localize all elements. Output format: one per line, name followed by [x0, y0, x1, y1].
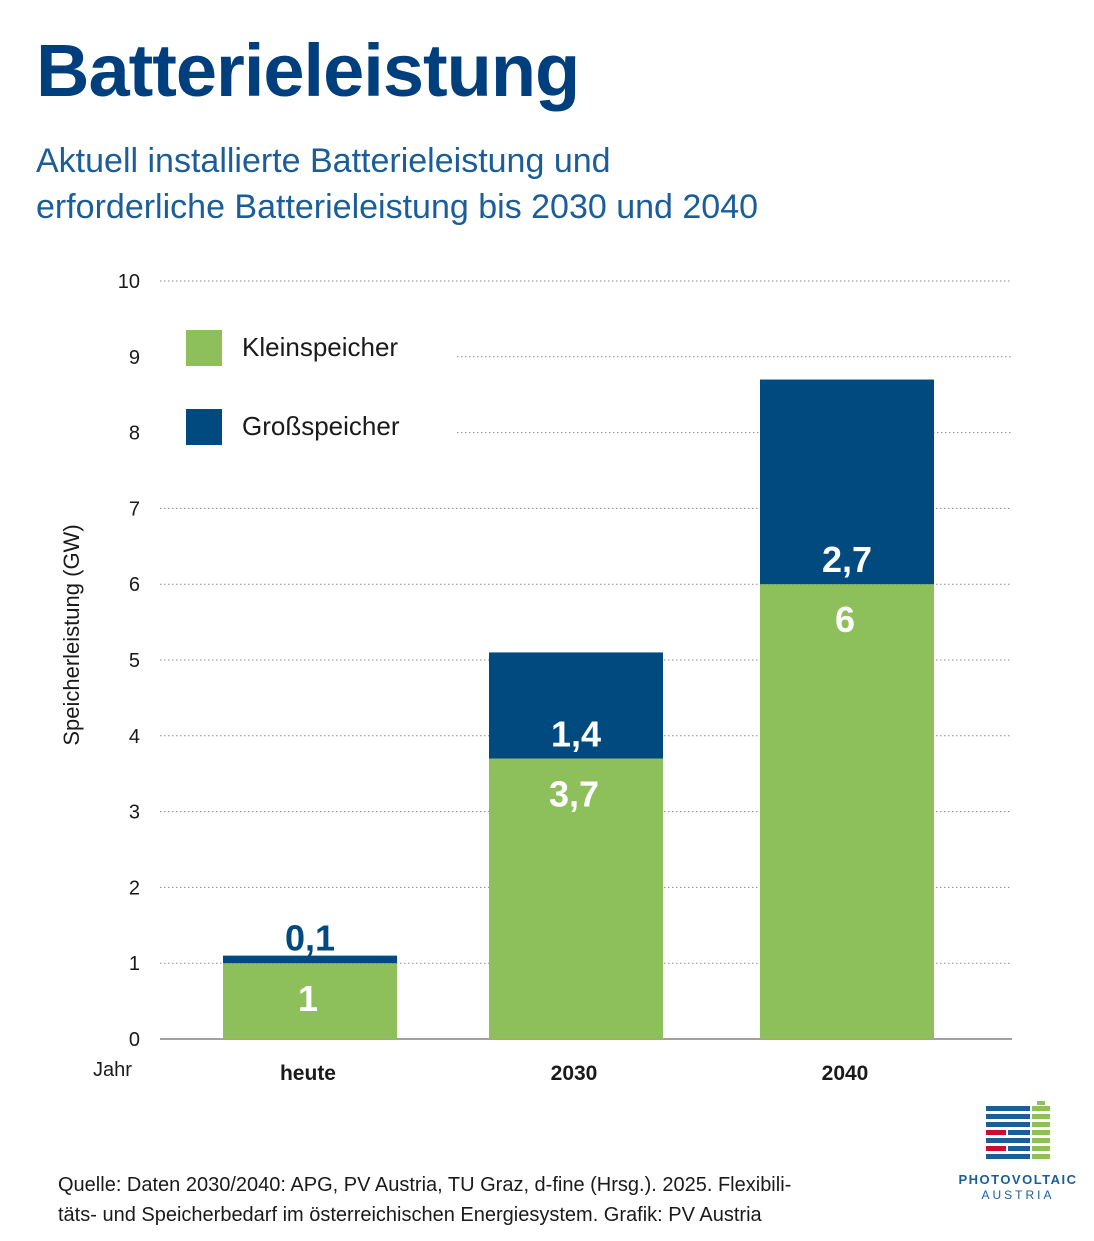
bar-kleinspeicher-2030 — [489, 758, 663, 1039]
bar-großspeicher-heute — [223, 955, 397, 964]
y-tick-label-10: 10 — [118, 271, 140, 293]
y-tick-label-5: 5 — [129, 650, 140, 672]
legend: Kleinspeicher Großspeicher — [186, 330, 400, 445]
data-label-großspeicher-2030: 1,4 — [551, 714, 601, 755]
y-tick-label-9: 9 — [129, 347, 140, 369]
bar-großspeicher-2040 — [760, 379, 934, 585]
data-label-kleinspeicher-2040: 6 — [835, 599, 855, 640]
bar-kleinspeicher-heute — [223, 963, 397, 1039]
x-tick-label-heute: heute — [280, 1062, 336, 1085]
legend-label-kleinspeicher: Kleinspeicher — [242, 332, 398, 362]
data-label-großspeicher-heute: 0,1 — [285, 918, 335, 959]
subtitle-line-1: Aktuell installierte Batterieleistung un… — [36, 142, 611, 180]
data-label-großspeicher-2040: 2,7 — [822, 539, 872, 580]
battery-logo-icon — [986, 1101, 1050, 1159]
x-axis-ticks: heute 2030 2040 — [280, 1062, 868, 1085]
legend-swatch-kleinspeicher — [186, 330, 222, 366]
source-line-1: Quelle: Daten 2030/2040: APG, PV Austria… — [58, 1174, 792, 1196]
source-line-2: täts- und Speicherbedarf im österreichis… — [58, 1204, 762, 1226]
page-title: Batterieleistung — [36, 29, 580, 112]
y-tick-label-1: 1 — [129, 953, 140, 975]
y-tick-label-3: 3 — [129, 802, 140, 824]
y-axis-ticks: 0 1 2 3 4 5 6 7 8 9 10 — [118, 271, 140, 1051]
logo-text-austria: AUSTRIA — [981, 1188, 1055, 1202]
battery-power-chart: 0 1 2 3 4 5 6 7 8 9 10 1 0,1 3,7 1,4 6 2,7 heute 2030 204… — [59, 271, 1012, 1085]
data-label-kleinspeicher-2030: 3,7 — [549, 774, 599, 815]
y-tick-label-7: 7 — [129, 498, 140, 520]
data-label-kleinspeicher-heute: 1 — [298, 978, 318, 1019]
subtitle-line-2: erforderliche Batterieleistung bis 2030 … — [36, 188, 759, 226]
photovoltaic-austria-logo: PHOTOVOLTAIC AUSTRIA — [958, 1100, 1078, 1210]
data-labels: 1 0,1 3,7 1,4 6 2,7 — [285, 539, 872, 1019]
logo-text-photovoltaic: PHOTOVOLTAIC — [958, 1172, 1078, 1187]
bars — [223, 379, 934, 1039]
x-tick-label-2040: 2040 — [822, 1062, 869, 1085]
bar-großspeicher-2030 — [489, 652, 663, 759]
bar-kleinspeicher-2040 — [760, 584, 934, 1039]
y-tick-label-0: 0 — [129, 1029, 140, 1051]
legend-swatch-großspeicher — [186, 409, 222, 445]
source-note: Quelle: Daten 2030/2040: APG, PV Austria… — [58, 1170, 938, 1230]
y-tick-label-2: 2 — [129, 877, 140, 899]
x-axis-label: Jahr — [93, 1059, 132, 1081]
y-axis-label: Speicherleistung (GW) — [59, 524, 84, 745]
x-tick-label-2030: 2030 — [551, 1062, 598, 1085]
page-subtitle: Aktuell installierte Batterieleistung un… — [36, 138, 1036, 230]
legend-label-großspeicher: Großspeicher — [242, 411, 400, 441]
y-tick-label-4: 4 — [129, 726, 140, 748]
y-tick-label-8: 8 — [129, 423, 140, 445]
y-tick-label-6: 6 — [129, 574, 140, 596]
